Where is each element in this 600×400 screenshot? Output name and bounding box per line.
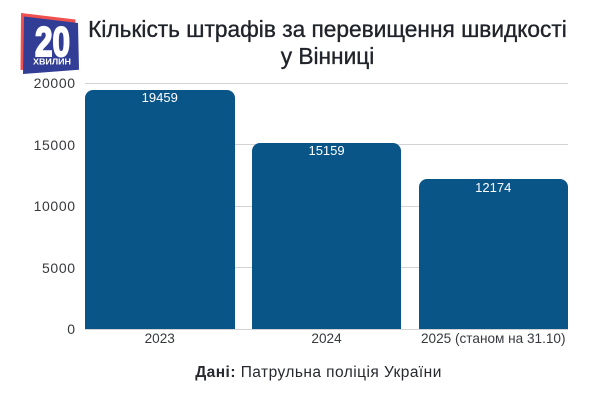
svg-text:ХВИЛИН: ХВИЛИН [33,57,71,67]
svg-text:20: 20 [35,18,70,65]
